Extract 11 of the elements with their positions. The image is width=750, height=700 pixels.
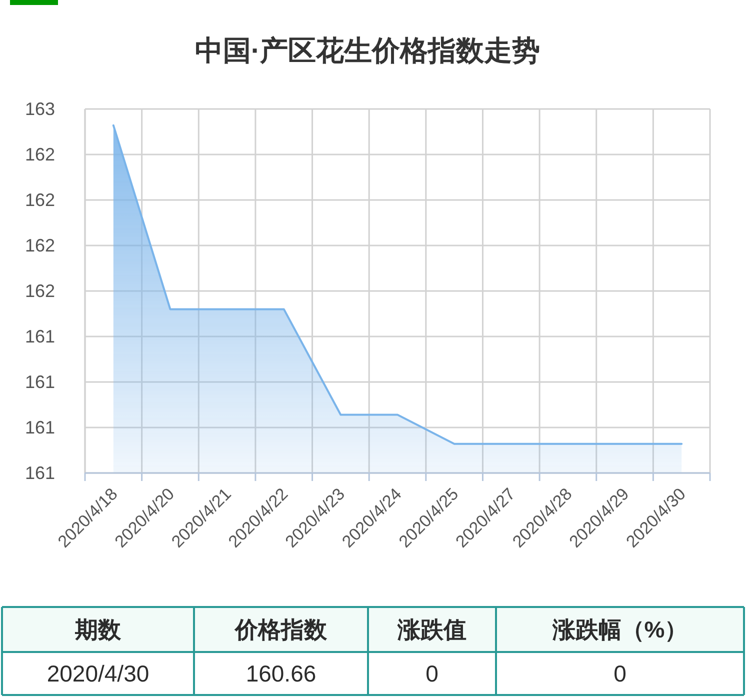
y-tick-label: 162	[24, 144, 55, 164]
table: 期数 价格指数 涨跌值 涨跌幅（%） 2020/4/30 160.66 0 0	[1, 606, 745, 696]
y-tick-label: 161	[24, 326, 55, 346]
y-tick-label: 161	[24, 372, 55, 392]
y-tick-label: 161	[24, 463, 55, 483]
y-tick-label: 162	[24, 190, 55, 210]
y-tick-label: 163	[24, 99, 55, 119]
y-tick-label: 161	[24, 418, 55, 438]
chart-title: 中国·产区花生价格指数走势	[194, 35, 540, 66]
y-tick-label: 162	[24, 236, 55, 256]
y-tick-label: 162	[24, 281, 55, 301]
